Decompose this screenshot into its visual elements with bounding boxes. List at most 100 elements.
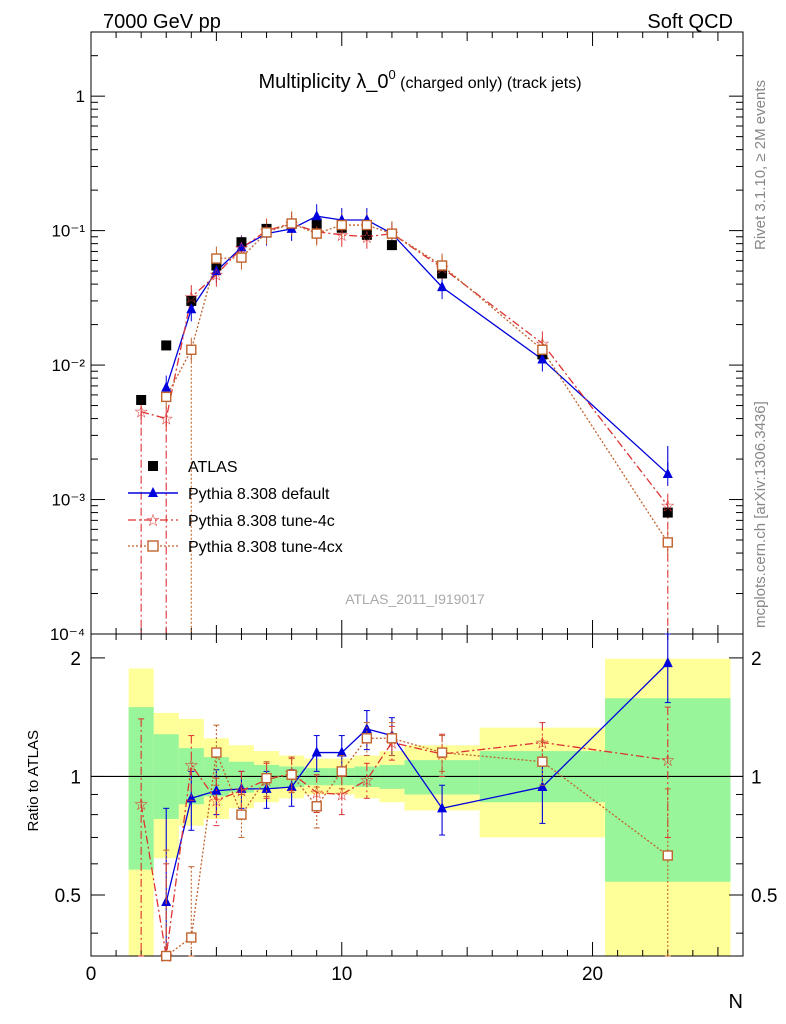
y-tick-label: 10⁻⁴ [50,625,85,644]
data-point-0 [386,240,397,251]
ratio-y-tick-label-right: 2 [751,649,762,670]
ratio-point-1: ☆ [209,791,224,810]
energy-label: 7000 GeV pp [103,11,221,33]
legend-default-marker [148,487,158,497]
ratio-point-1: ☆ [234,782,249,801]
ratio-point-0 [311,746,322,757]
data-point-3 [336,219,347,231]
data-point-1 [662,467,673,478]
x-axis-label: N [729,991,743,1013]
data-point-3 [236,252,247,263]
data-point-3 [311,228,322,239]
data-point-1 [211,265,222,276]
legend-tune4c-label: Pythia 8.308 tune-4c [188,513,335,530]
ratio-point-1: ☆ [334,785,349,804]
ratio-point-2 [186,932,197,943]
data-point-0 [186,295,197,306]
ratio-point-2 [236,809,247,820]
legend-tune4cx-label: Pythia 8.308 tune-4cx [188,539,343,556]
legend: ATLAS Pythia 8.308 default ☆ Pythia 8.30… [128,459,343,556]
ratio-ylabel: Ratio to ATLAS [25,730,42,831]
analysis-label: ATLAS_2011_I919017 [345,591,485,607]
ratio-point-2 [161,950,172,962]
data-point-2: ☆ [359,228,374,247]
ratio-y-tick-label-left: 0.5 [55,886,81,907]
ratio-point-2 [336,766,347,777]
legend-item-default: Pythia 8.308 default [128,486,330,503]
data-point-3 [161,391,172,403]
series-line-2 [140,222,669,507]
data-point-1 [437,281,448,292]
data-point-2: ☆ [159,410,174,429]
data-point-2: ☆ [184,288,199,307]
x-tick-label: 10 [331,964,352,985]
y-tick-label: 10⁻³ [51,491,85,510]
data-point-1 [186,303,197,314]
legend-tune4cx-marker [147,540,159,552]
ratio-point-0 [537,781,548,792]
data-point-0 [161,340,172,351]
ratio-point-0 [261,782,272,793]
ratio-point-2 [662,850,673,861]
ratio-point-2 [261,772,272,784]
plot-title-tail: (charged only) (track jets) [396,75,582,92]
data-point-0 [437,268,448,279]
legend-tune4c-marker: ☆ [145,511,160,530]
ratio-point-0 [437,802,448,813]
y-tick-label: 1 [76,87,85,106]
ratio-point-2 [211,747,222,758]
ratio-point-1: ☆ [184,756,199,775]
legend-default-label: Pythia 8.308 default [188,486,330,503]
ratio-point-2 [386,733,398,744]
data-point-3 [537,344,548,355]
ratio-y-tick-label-left: 1 [70,767,81,788]
data-point-0 [311,218,322,229]
y-tick-label: 10⁻¹ [51,222,85,241]
ratio-y-tick-label-left: 2 [70,649,81,670]
data-point-0 [662,507,673,518]
main-panel: 10⁻⁴10⁻³10⁻²10⁻¹1☆☆☆☆☆☆☆☆☆☆☆☆☆☆ [50,31,744,644]
plot-title-main: Multiplicity λ_0 [258,71,388,93]
ratio-point-0 [336,746,347,757]
ratio-point-0 [662,657,673,668]
data-point-3 [386,228,398,239]
data-point-2: ☆ [134,403,149,422]
legend-item-atlas: ATLAS [148,459,238,476]
ratio-point-1: ☆ [359,771,374,790]
data-point-2: ☆ [660,497,675,516]
ratio-point-1: ☆ [660,751,675,770]
ratio-point-2 [286,769,297,780]
plot-title: Multiplicity λ_00 (charged only) (track … [258,67,581,93]
mcplots-label: mcplots.cern.ch [arXiv:1306.3436] [752,401,769,628]
ratio-y-tick-label-right: 0.5 [751,886,777,907]
category-label: Soft QCD [647,11,733,33]
ratio-point-2 [537,756,548,767]
legend-atlas-marker [148,461,158,471]
data-point-3 [361,219,373,231]
legend-item-tune4cx: Pythia 8.308 tune-4cx [128,539,343,556]
legend-atlas-label: ATLAS [188,459,238,476]
rivet-label: Rivet 3.1.10, ≥ 2M events [752,80,769,250]
data-point-1 [236,241,247,252]
data-point-3 [186,344,197,355]
legend-item-tune4c: ☆ Pythia 8.308 tune-4c [128,511,335,530]
plot-title-superscript: 0 [388,67,395,82]
data-point-0 [136,394,147,405]
data-point-1 [161,381,172,392]
ratio-point-2 [311,801,322,812]
data-point-3 [211,253,222,264]
data-point-0 [361,229,372,240]
data-point-2: ☆ [209,266,224,285]
ratio-line-1 [140,741,668,957]
ratio-point-1: ☆ [134,795,149,814]
data-point-3 [436,260,448,271]
data-point-3 [261,227,272,238]
ratio-point-2 [361,733,373,744]
ratio-point-1: ☆ [309,784,324,803]
ratio-y-tick-label-right: 1 [751,767,762,788]
x-tick-label: 0 [86,964,97,985]
data-point-1 [311,210,322,221]
y-tick-label: 10⁻² [51,356,85,375]
